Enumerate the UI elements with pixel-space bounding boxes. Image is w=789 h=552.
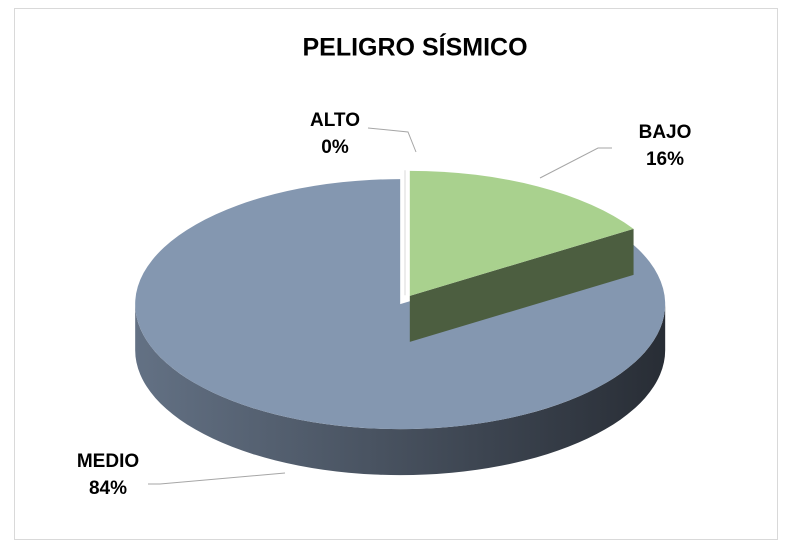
- slice-wall: [409, 228, 634, 342]
- leader-line: [539, 147, 612, 179]
- category-label: BAJO: [639, 122, 692, 143]
- value-label: 0%: [321, 137, 349, 158]
- value-label: 84%: [89, 478, 127, 499]
- slice-side: [135, 304, 666, 476]
- leader-line: [148, 472, 286, 485]
- slice: [135, 179, 666, 430]
- category-label: ALTO: [310, 110, 360, 131]
- category-label: MEDIO: [77, 451, 139, 472]
- leader-line: [367, 127, 417, 153]
- chart-title: PELIGRO SÍSMICO: [302, 33, 527, 62]
- value-label: 16%: [646, 149, 684, 170]
- slice: [409, 170, 634, 296]
